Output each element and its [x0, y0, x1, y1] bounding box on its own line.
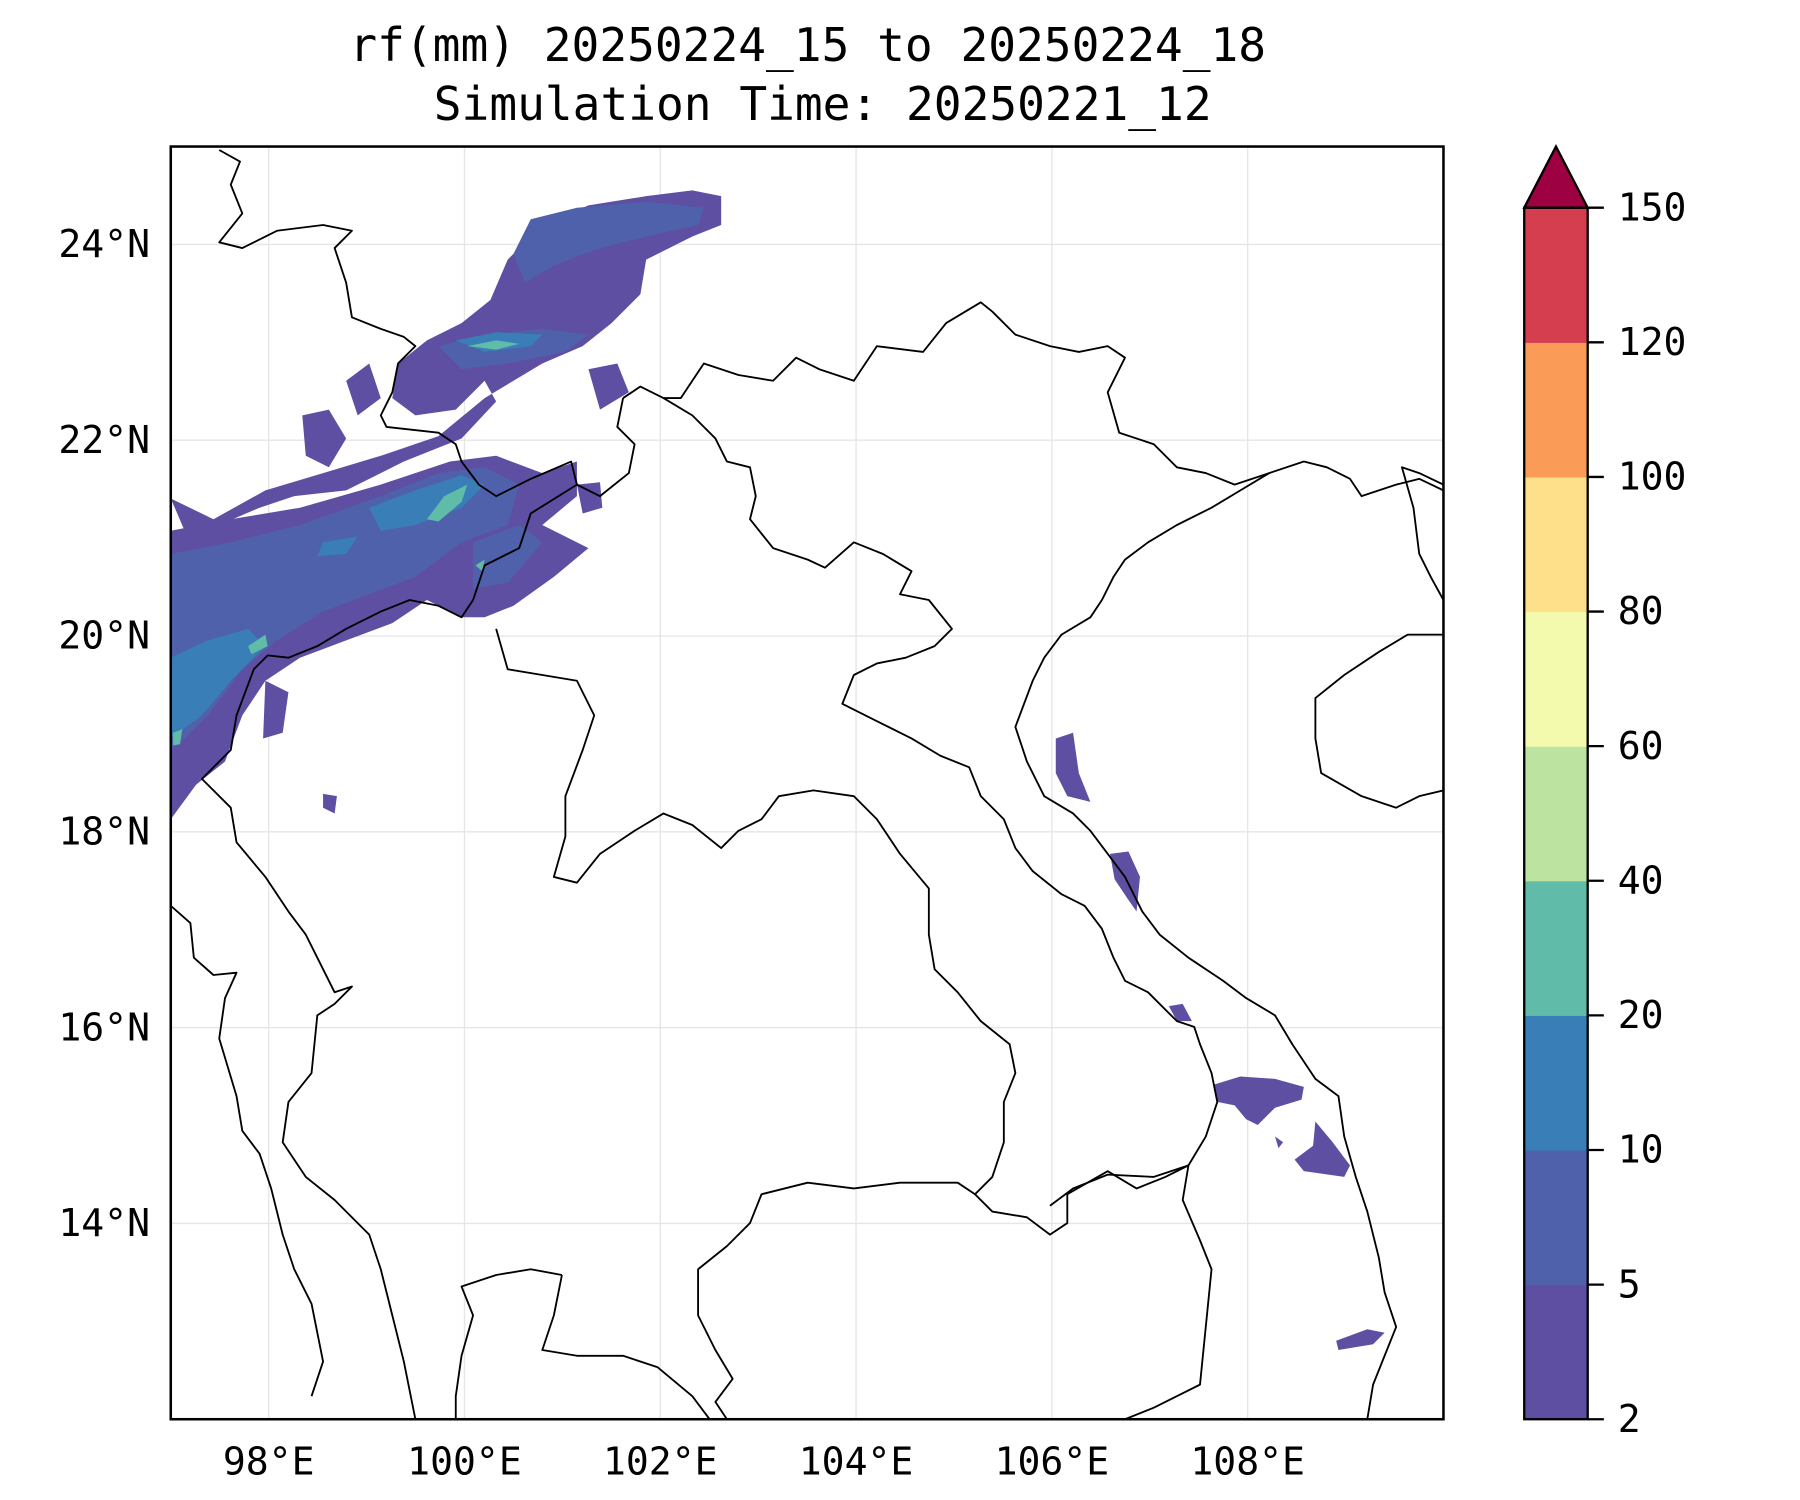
country-borders-coastlines [170, 149, 1444, 1420]
x-tick-label: 100°E [407, 1440, 522, 1484]
colorbar-tick-label: 150 [1618, 185, 1687, 229]
colorbar-band [1524, 1015, 1588, 1151]
colorbar-band [1524, 476, 1588, 613]
x-tick-label: 108°E [1190, 1440, 1305, 1484]
colorbar-band [1524, 207, 1588, 343]
colorbar-tick-label: 10 [1618, 1128, 1664, 1172]
map-frame [169, 145, 1445, 1421]
chart-title-line1: rf(mm) 20250224_15 to 20250224_18 [349, 18, 1266, 72]
y-tick-label: 20°N [58, 614, 150, 658]
y-tick-label: 14°N [58, 1201, 150, 1245]
colorbar-tick-label: 60 [1618, 724, 1664, 768]
colorbar-tick-label: 2 [1618, 1397, 1641, 1441]
colorbar-frame [1523, 206, 1589, 1421]
colorbar-band [1524, 611, 1588, 747]
map-area [170, 149, 1444, 1420]
rain-class-5-10 [170, 201, 704, 750]
x-axis-ticks: 98°E 100°E 102°E 104°E 106°E 108°E [223, 1440, 1305, 1484]
chart-title-line2: Simulation Time: 20250221_12 [434, 77, 1212, 131]
colorbar-tick-label: 40 [1618, 858, 1664, 902]
rain-class-2-5 [170, 190, 1385, 1350]
colorbar-band [1524, 880, 1588, 1016]
x-tick-label: 102°E [603, 1440, 718, 1484]
colorbar-tick-label: 80 [1618, 589, 1664, 633]
colorbar-extend-arrow [1522, 144, 1590, 209]
x-tick-label: 104°E [799, 1440, 914, 1484]
rain-class-20-40 [173, 340, 520, 746]
y-tick-label: 22°N [58, 418, 150, 462]
colorbar-band [1524, 342, 1588, 478]
colorbar-tick-label: 20 [1618, 993, 1664, 1037]
colorbar-tick-label: 100 [1618, 455, 1687, 499]
colorbar-tick-label: 5 [1618, 1262, 1641, 1306]
colorbar-band [1524, 746, 1588, 882]
colorbar-band [1524, 1284, 1588, 1420]
colorbar-band [1524, 1150, 1588, 1286]
colorbar-tick-label: 120 [1618, 320, 1687, 364]
x-tick-label: 106°E [995, 1440, 1110, 1484]
colorbar: 2 5 10 20 40 60 80 100 120 150 [1522, 144, 1687, 1441]
y-axis-ticks: 14°N 16°N 18°N 20°N 22°N 24°N [58, 222, 150, 1245]
y-tick-label: 18°N [58, 810, 150, 854]
y-tick-label: 16°N [58, 1005, 150, 1049]
x-tick-label: 98°E [223, 1440, 315, 1484]
y-tick-label: 24°N [58, 222, 150, 266]
